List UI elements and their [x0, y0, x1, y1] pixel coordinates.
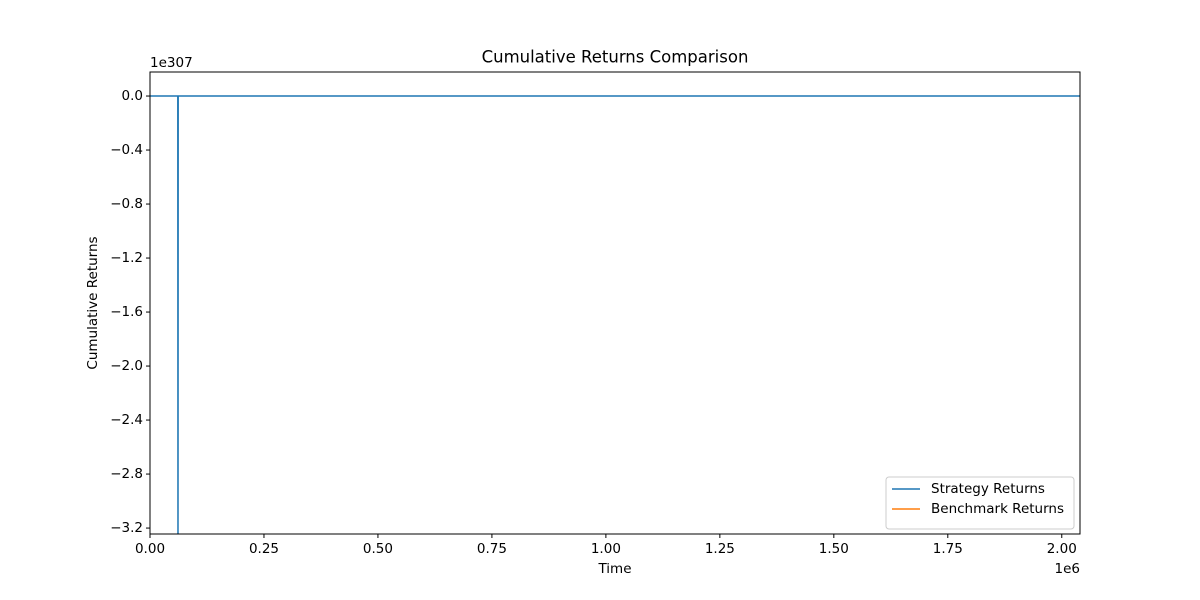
axes-frame — [149, 71, 1081, 535]
y-offset-label: 1e307 — [150, 55, 193, 71]
x-tick-label: 1.75 — [933, 541, 963, 557]
y-tick-label: 0.0 — [122, 88, 143, 104]
x-tick-label: 2.00 — [1047, 541, 1077, 557]
x-tick-label: 0.50 — [363, 541, 393, 557]
legend-box — [885, 476, 1075, 530]
legend-label: Benchmark Returns — [931, 501, 1064, 517]
legend-label: Strategy Returns — [931, 481, 1045, 497]
x-tick-label: 0.25 — [249, 541, 279, 557]
x-tick-label: 1.00 — [591, 541, 621, 557]
y-tick-label: −2.4 — [110, 412, 143, 428]
plot-area — [150, 95, 1080, 534]
y-tick-label: −1.2 — [110, 250, 143, 266]
chart-title: Cumulative Returns Comparison — [482, 48, 749, 67]
y-axis-label: Cumulative Returns — [85, 236, 101, 369]
y-tick-label: −0.4 — [110, 142, 143, 158]
y-tick-label: −1.6 — [110, 304, 143, 320]
x-tick-label: 1.50 — [819, 541, 849, 557]
y-tick-label: −3.2 — [110, 520, 143, 536]
y-tick-label: −0.8 — [110, 196, 143, 212]
y-tick-label: −2.8 — [110, 466, 143, 482]
x-tick-label: 1.25 — [705, 541, 735, 557]
x-tick-label: 0.75 — [477, 541, 507, 557]
x-offset-label: 1e6 — [1055, 561, 1080, 577]
x-tick-label: 0.00 — [135, 541, 165, 557]
x-axis-label: Time — [597, 561, 631, 577]
y-tick-label: −2.0 — [110, 358, 143, 374]
series-line — [150, 95, 1080, 534]
